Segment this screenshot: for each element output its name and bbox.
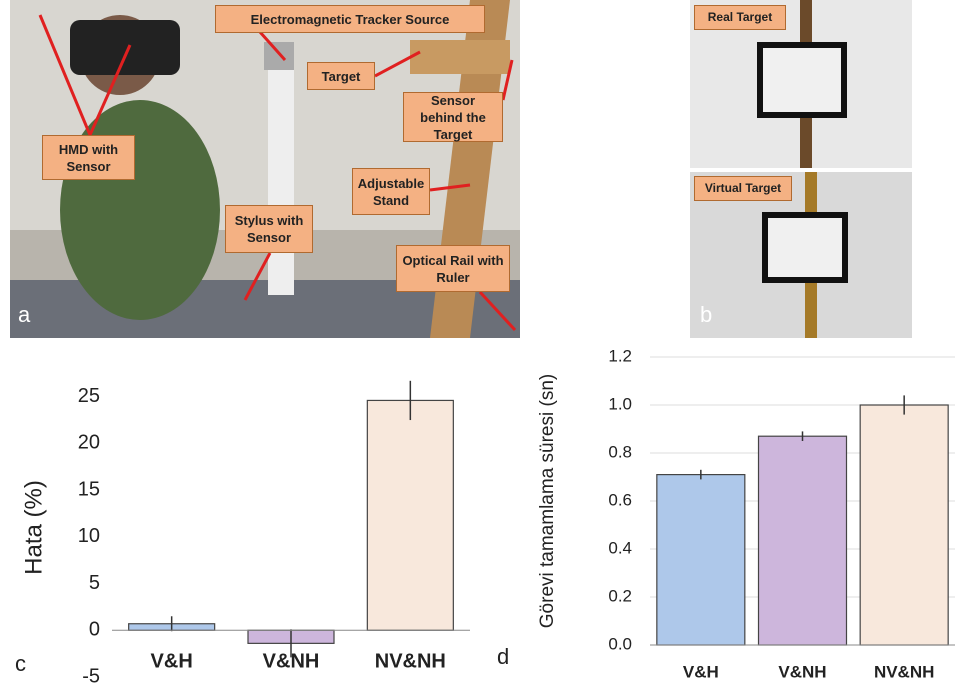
bar [657, 475, 745, 645]
bar [860, 405, 948, 645]
y-tick-label: 0.8 [608, 442, 632, 461]
photo-tag: Stylus with Sensor [225, 205, 313, 253]
y-tick-label: 20 [78, 432, 100, 454]
real-target [760, 45, 844, 115]
x-tick-label: V&H [151, 650, 193, 672]
x-tick-label: V&H [683, 662, 719, 681]
y-axis-label: Görevi tamamlama süresi (sn) [537, 374, 558, 628]
x-tick-label: V&NH [263, 650, 320, 672]
stand-arm [410, 40, 510, 74]
photo-tag: Target [307, 62, 375, 90]
y-tick-label: -5 [82, 665, 100, 687]
y-tick-label: 0.0 [608, 634, 632, 653]
x-tick-label: V&NH [778, 662, 826, 681]
photo-tag: Virtual Target [694, 176, 792, 201]
bar [367, 400, 453, 630]
tracker-pole [268, 45, 294, 295]
y-tick-label: 15 [78, 478, 100, 500]
y-tick-label: 0.4 [608, 538, 632, 557]
tracker-source [264, 42, 294, 70]
photo-tag: HMD with Sensor [42, 135, 135, 180]
y-tick-label: 25 [78, 385, 100, 407]
person [60, 100, 220, 320]
panel-label: b [700, 302, 712, 328]
y-tick-label: 1.2 [608, 346, 632, 365]
panel-label: a [18, 302, 30, 328]
y-tick-label: 1.0 [608, 394, 632, 413]
y-tick-label: 0.6 [608, 490, 632, 509]
photo-tag: Optical Rail with Ruler [396, 245, 510, 292]
y-tick-label: 10 [78, 525, 100, 547]
photo-tag: Real Target [694, 5, 786, 30]
bar [759, 436, 847, 645]
y-tick-label: 0.2 [608, 586, 632, 605]
figure: -5 0 5 10 15 20 25 Hata (%) c V&H V&NH NV&NH 0.0 0.2 0… [0, 0, 955, 696]
photo-tag: Adjustable Stand [352, 168, 430, 215]
photo-tag: Sensor behind the Target [403, 92, 503, 142]
y-tick-label: 5 [89, 572, 100, 594]
virtual-target [765, 215, 845, 280]
panel-label: c [15, 651, 26, 676]
y-axis-label: Hata (%) [20, 480, 47, 575]
panel-label: d [497, 644, 509, 669]
x-tick-label: NV&NH [874, 662, 934, 681]
y-tick-label: 0 [89, 619, 100, 641]
photo-tag: Electromagnetic Tracker Source [215, 5, 485, 33]
x-tick-label: NV&NH [375, 650, 446, 672]
hmd [70, 20, 180, 75]
